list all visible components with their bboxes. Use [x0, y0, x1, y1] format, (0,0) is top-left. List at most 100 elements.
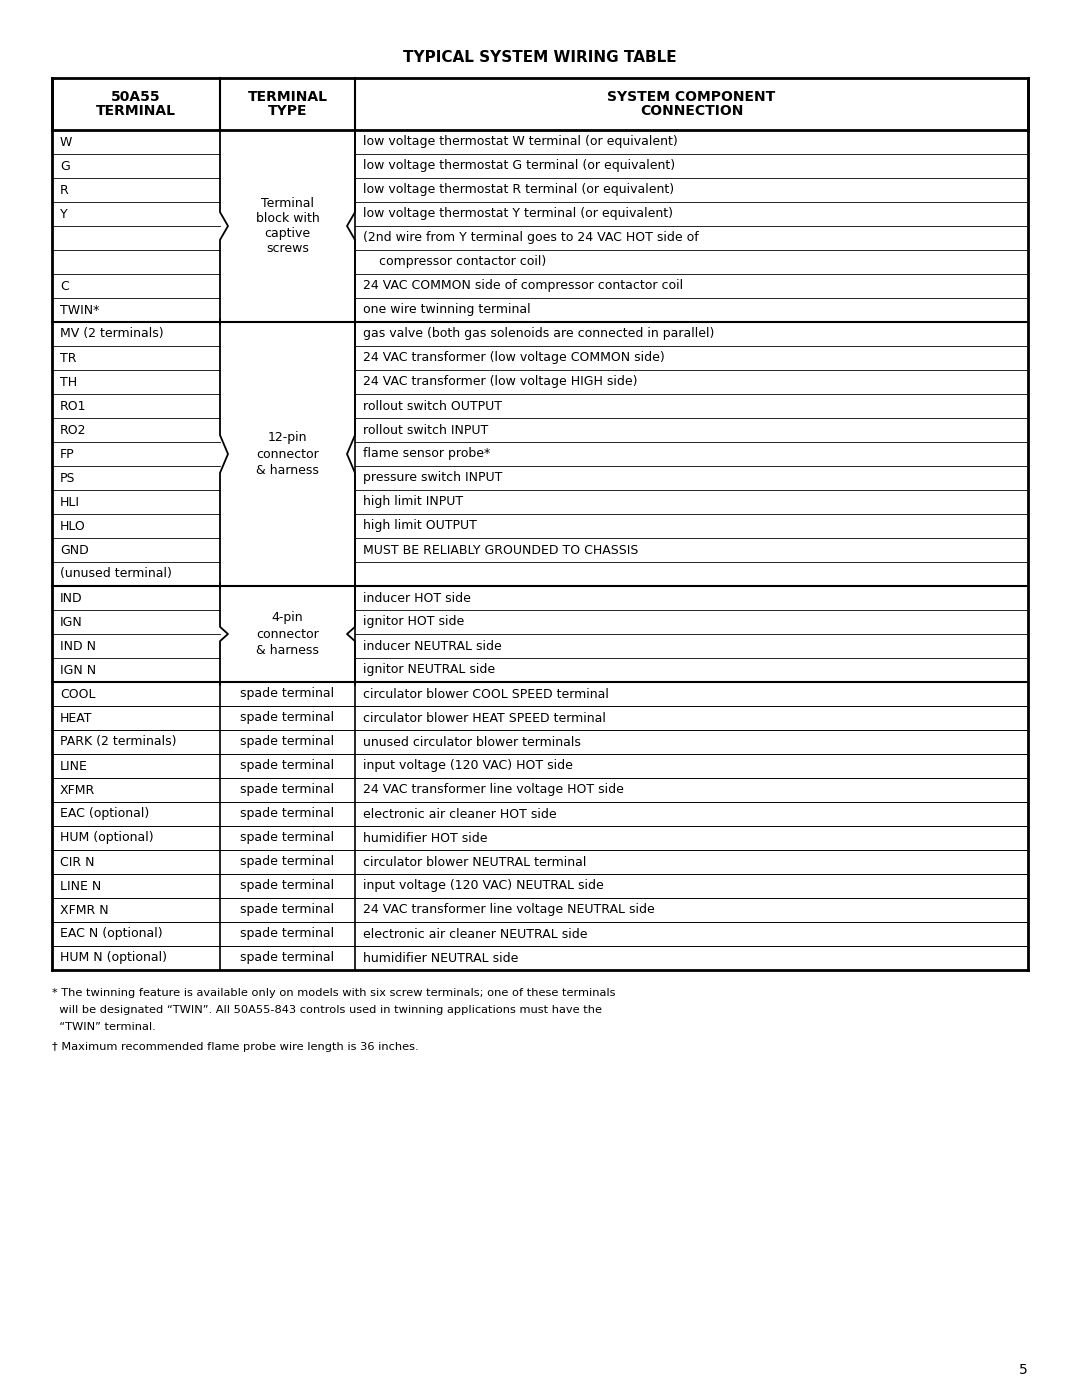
Text: circulator blower HEAT SPEED terminal: circulator blower HEAT SPEED terminal — [363, 711, 606, 725]
Text: 24 VAC transformer line voltage HOT side: 24 VAC transformer line voltage HOT side — [363, 784, 624, 796]
Text: inducer HOT side: inducer HOT side — [363, 591, 471, 605]
Text: will be designated “TWIN”. All 50A55-843 controls used in twinning applications : will be designated “TWIN”. All 50A55-843… — [52, 1004, 602, 1016]
Text: TERMINAL: TERMINAL — [96, 103, 176, 117]
Text: spade terminal: spade terminal — [241, 807, 335, 820]
Text: pressure switch INPUT: pressure switch INPUT — [363, 472, 502, 485]
Text: input voltage (120 VAC) NEUTRAL side: input voltage (120 VAC) NEUTRAL side — [363, 880, 604, 893]
Text: TYPE: TYPE — [268, 103, 307, 117]
Text: † Maximum recommended flame probe wire length is 36 inches.: † Maximum recommended flame probe wire l… — [52, 1042, 419, 1052]
Text: ignitor HOT side: ignitor HOT side — [363, 616, 464, 629]
Text: GND: GND — [60, 543, 89, 556]
Text: high limit OUTPUT: high limit OUTPUT — [363, 520, 477, 532]
Text: MUST BE RELIABLY GROUNDED TO CHASSIS: MUST BE RELIABLY GROUNDED TO CHASSIS — [363, 543, 638, 556]
Text: R: R — [60, 183, 69, 197]
Text: spade terminal: spade terminal — [241, 687, 335, 700]
Text: TR: TR — [60, 352, 77, 365]
Text: TYPICAL SYSTEM WIRING TABLE: TYPICAL SYSTEM WIRING TABLE — [403, 50, 677, 66]
Text: spade terminal: spade terminal — [241, 711, 335, 725]
Text: * The twinning feature is available only on models with six screw terminals; one: * The twinning feature is available only… — [52, 988, 616, 997]
Text: (2nd wire from Y terminal goes to 24 VAC HOT side of: (2nd wire from Y terminal goes to 24 VAC… — [363, 232, 699, 244]
Text: IGN: IGN — [60, 616, 83, 629]
Text: EAC (optional): EAC (optional) — [60, 807, 149, 820]
Text: EAC N (optional): EAC N (optional) — [60, 928, 163, 940]
Text: & harness: & harness — [256, 644, 319, 657]
Text: flame sensor probe*: flame sensor probe* — [363, 447, 490, 461]
Text: 24 VAC COMMON side of compressor contactor coil: 24 VAC COMMON side of compressor contact… — [363, 279, 684, 292]
Text: ignitor NEUTRAL side: ignitor NEUTRAL side — [363, 664, 495, 676]
Text: HLI: HLI — [60, 496, 80, 509]
Text: electronic air cleaner NEUTRAL side: electronic air cleaner NEUTRAL side — [363, 928, 588, 940]
Text: W: W — [60, 136, 72, 148]
Text: humidifier NEUTRAL side: humidifier NEUTRAL side — [363, 951, 518, 964]
Text: captive: captive — [265, 226, 311, 240]
Text: 24 VAC transformer (low voltage HIGH side): 24 VAC transformer (low voltage HIGH sid… — [363, 376, 637, 388]
Text: XFMR N: XFMR N — [60, 904, 109, 916]
Text: 12-pin: 12-pin — [268, 432, 307, 444]
Text: HUM (optional): HUM (optional) — [60, 831, 153, 845]
Text: RO2: RO2 — [60, 423, 86, 436]
Text: input voltage (120 VAC) HOT side: input voltage (120 VAC) HOT side — [363, 760, 572, 773]
Text: rollout switch INPUT: rollout switch INPUT — [363, 423, 488, 436]
Text: LINE: LINE — [60, 760, 87, 773]
Text: inducer NEUTRAL side: inducer NEUTRAL side — [363, 640, 502, 652]
Text: spade terminal: spade terminal — [241, 760, 335, 773]
Text: block with: block with — [256, 212, 320, 225]
Text: 24 VAC transformer line voltage NEUTRAL side: 24 VAC transformer line voltage NEUTRAL … — [363, 904, 654, 916]
Text: connector: connector — [256, 627, 319, 640]
Text: screws: screws — [266, 242, 309, 256]
Text: spade terminal: spade terminal — [241, 880, 335, 893]
Text: gas valve (both gas solenoids are connected in parallel): gas valve (both gas solenoids are connec… — [363, 327, 714, 341]
Text: XFMR: XFMR — [60, 784, 95, 796]
Text: spade terminal: spade terminal — [241, 831, 335, 845]
Text: Y: Y — [60, 208, 68, 221]
Text: 4-pin: 4-pin — [272, 612, 303, 624]
Text: unused circulator blower terminals: unused circulator blower terminals — [363, 735, 581, 749]
Text: FP: FP — [60, 447, 75, 461]
Text: high limit INPUT: high limit INPUT — [363, 496, 463, 509]
Text: connector: connector — [256, 447, 319, 461]
Text: (unused terminal): (unused terminal) — [60, 567, 172, 581]
Text: TWIN*: TWIN* — [60, 303, 99, 317]
Text: G: G — [60, 159, 70, 172]
Text: spade terminal: spade terminal — [241, 928, 335, 940]
Text: RO1: RO1 — [60, 400, 86, 412]
Text: IND N: IND N — [60, 640, 96, 652]
Bar — [52, 78, 1028, 130]
Text: spade terminal: spade terminal — [241, 904, 335, 916]
Text: IGN N: IGN N — [60, 664, 96, 676]
Text: spade terminal: spade terminal — [241, 951, 335, 964]
Text: rollout switch OUTPUT: rollout switch OUTPUT — [363, 400, 502, 412]
Text: humidifier HOT side: humidifier HOT side — [363, 831, 487, 845]
Text: SYSTEM COMPONENT: SYSTEM COMPONENT — [607, 89, 775, 103]
Text: one wire twinning terminal: one wire twinning terminal — [363, 303, 530, 317]
Text: IND: IND — [60, 591, 83, 605]
Text: C: C — [60, 279, 69, 292]
Text: TH: TH — [60, 376, 77, 388]
Text: circulator blower COOL SPEED terminal: circulator blower COOL SPEED terminal — [363, 687, 609, 700]
Text: LINE N: LINE N — [60, 880, 102, 893]
Text: Terminal: Terminal — [261, 197, 314, 210]
Text: COOL: COOL — [60, 687, 95, 700]
Text: low voltage thermostat W terminal (or equivalent): low voltage thermostat W terminal (or eq… — [363, 136, 678, 148]
Text: circulator blower NEUTRAL terminal: circulator blower NEUTRAL terminal — [363, 855, 586, 869]
Text: “TWIN” terminal.: “TWIN” terminal. — [52, 1023, 156, 1032]
Text: electronic air cleaner HOT side: electronic air cleaner HOT side — [363, 807, 556, 820]
Text: MV (2 terminals): MV (2 terminals) — [60, 327, 164, 341]
Text: spade terminal: spade terminal — [241, 855, 335, 869]
Text: low voltage thermostat Y terminal (or equivalent): low voltage thermostat Y terminal (or eq… — [363, 208, 673, 221]
Text: PS: PS — [60, 472, 76, 485]
Text: CONNECTION: CONNECTION — [639, 103, 743, 117]
Text: 5: 5 — [1020, 1363, 1028, 1377]
Text: compressor contactor coil): compressor contactor coil) — [363, 256, 546, 268]
Text: 50A55: 50A55 — [111, 89, 161, 103]
Text: low voltage thermostat R terminal (or equivalent): low voltage thermostat R terminal (or eq… — [363, 183, 674, 197]
Text: HEAT: HEAT — [60, 711, 93, 725]
Text: TERMINAL: TERMINAL — [247, 89, 327, 103]
Text: low voltage thermostat G terminal (or equivalent): low voltage thermostat G terminal (or eq… — [363, 159, 675, 172]
Text: & harness: & harness — [256, 464, 319, 476]
Text: HLO: HLO — [60, 520, 85, 532]
Text: PARK (2 terminals): PARK (2 terminals) — [60, 735, 176, 749]
Text: HUM N (optional): HUM N (optional) — [60, 951, 167, 964]
Text: spade terminal: spade terminal — [241, 784, 335, 796]
Text: CIR N: CIR N — [60, 855, 95, 869]
